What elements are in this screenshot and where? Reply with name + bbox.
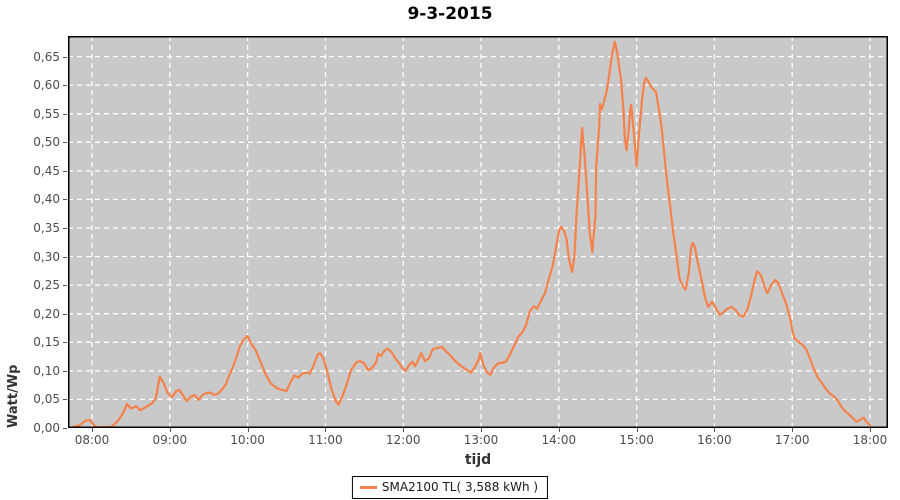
x-tick-mark [403,428,405,432]
y-tick-mark [63,285,67,287]
y-tick-mark [63,113,67,115]
y-tick-label: 0,65 [33,49,60,64]
y-tick-label: 0,55 [33,106,60,121]
y-tick-label: 0,25 [33,278,60,293]
y-tick-mark [63,228,67,229]
x-tick-mark [92,428,93,432]
y-tick-label: 0,10 [33,363,60,378]
plot-area [68,36,888,428]
legend-label: SMA2100 TL( 3,588 kWh ) [381,480,539,494]
y-tick-label: 0,20 [33,306,60,321]
x-tick-mark [792,428,794,432]
x-tick-mark [714,428,716,432]
y-tick-label: 0,40 [33,192,60,207]
y-tick-label: 0,45 [33,163,60,178]
y-tick-label: 0,00 [33,421,60,435]
x-axis-title: tijd [464,452,492,468]
y-tick-mark [63,56,67,58]
y-tick-mark [63,256,67,258]
y-tick-mark [63,370,67,372]
y-tick-mark [63,85,67,87]
series-line-sma2100 [68,40,872,428]
x-tick-label: 11:00 [308,433,343,447]
y-tick-label: 0,30 [33,249,60,264]
x-tick-label: 10:00 [230,433,265,447]
y-tick-mark [63,342,67,344]
x-tick-label: 18:00 [852,433,888,447]
y-tick-mark [63,428,67,429]
x-tick-label: 12:00 [385,433,421,447]
x-tick-label: 09:00 [152,433,188,447]
x-tick-mark [247,428,249,432]
y-tick-label: 0,50 [33,135,60,150]
x-tick-mark [558,428,560,432]
y-tick-label: 0,60 [33,78,60,93]
x-tick-label: 15:00 [619,433,654,447]
plot-canvas [68,36,888,428]
legend: SMA2100 TL( 3,588 kWh ) [351,476,549,499]
chart-title: 9-3-2015 [407,4,493,24]
x-tick-mark [869,428,871,432]
y-tick-mark [63,142,67,144]
y-tick-mark [63,170,67,172]
y-tick-mark [63,399,67,401]
y-tick-label: 0,05 [33,392,60,407]
x-tick-mark [480,428,482,432]
legend-line-swatch [359,485,377,489]
x-tick-mark [636,428,638,432]
x-tick-mark [325,428,327,432]
x-tick-label: 14:00 [541,433,577,447]
y-tick-mark [63,199,67,201]
x-tick-label: 16:00 [697,433,732,447]
x-tick-label: 08:00 [74,433,110,447]
x-tick-label: 17:00 [774,433,810,447]
y-tick-label: 0,15 [33,335,60,350]
y-tick-label: 0,35 [33,221,60,235]
y-tick-mark [63,313,67,315]
x-tick-label: 13:00 [463,433,499,447]
x-tick-mark [169,428,171,432]
plot-border [68,36,888,428]
